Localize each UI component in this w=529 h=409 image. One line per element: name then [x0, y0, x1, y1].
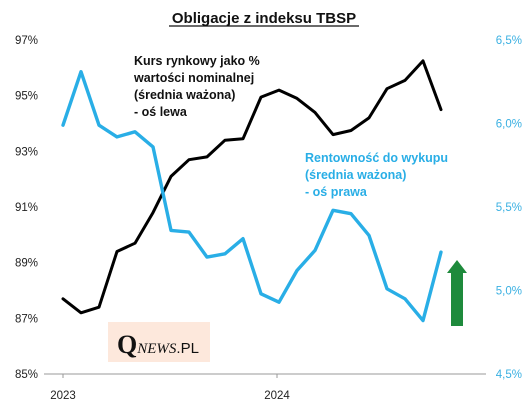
annotation-yield-line: Rentowność do wykupu [305, 151, 448, 165]
right-tick-label: 4,5% [496, 369, 522, 381]
logo-news: NEWS [136, 341, 177, 357]
annotation-price-line: (średnia ważona) [134, 88, 235, 102]
annotation-price-line: Kurs rynkowy jako % [134, 54, 260, 68]
chart-title: Obligacje z indeksu TBSP [172, 10, 356, 27]
left-tick-label: 97% [15, 35, 38, 47]
right-tick-label: 5,5% [496, 202, 522, 214]
qnews-logo: QNEWS.PL [108, 322, 210, 362]
right-axis-ticks: 4,5% 5,0% 5,5% 6,0% 6,5% [496, 35, 522, 381]
annotation-price-series: Kurs rynkowy jako % wartości nominalnej (ś… [133, 54, 260, 119]
left-tick-label: 95% [15, 91, 38, 103]
series-line-yield [61, 69, 443, 323]
logo-pl: .PL [176, 340, 199, 357]
x-tick-label: 2024 [264, 390, 290, 402]
right-tick-label: 6,5% [496, 35, 522, 47]
left-axis-ticks: 85% 87% 89% 91% 93% 95% 97% [15, 35, 38, 381]
annotation-yield-line: (średnia ważona) [305, 168, 406, 182]
svg-text:QNEWS.PL: QNEWS.PL [117, 330, 199, 359]
logo-background [108, 322, 210, 362]
annotation-yield-series: Rentowność do wykupu (średnia ważona) - oś… [305, 151, 448, 199]
annotation-price-line: - oś lewa [134, 105, 188, 119]
left-tick-label: 89% [15, 258, 38, 270]
left-tick-label: 91% [15, 202, 38, 214]
arrow-shaft [451, 272, 463, 326]
arrow-head [447, 260, 467, 273]
left-tick-label: 93% [15, 146, 38, 158]
annotation-price-line: wartości nominalnej [133, 71, 254, 85]
series-line-price [61, 59, 443, 315]
series-layer [61, 59, 443, 323]
annotation-yield-line: - oś prawa [305, 185, 368, 199]
x-axis-ticks: 2023 2024 [50, 374, 290, 402]
logo-q: Q [117, 330, 137, 359]
up-arrow-icon [447, 260, 467, 326]
x-tick-label: 2023 [50, 390, 76, 402]
left-tick-label: 85% [15, 369, 38, 381]
left-tick-label: 87% [15, 313, 38, 325]
right-tick-label: 5,0% [496, 286, 522, 298]
right-tick-label: 6,0% [496, 119, 522, 131]
